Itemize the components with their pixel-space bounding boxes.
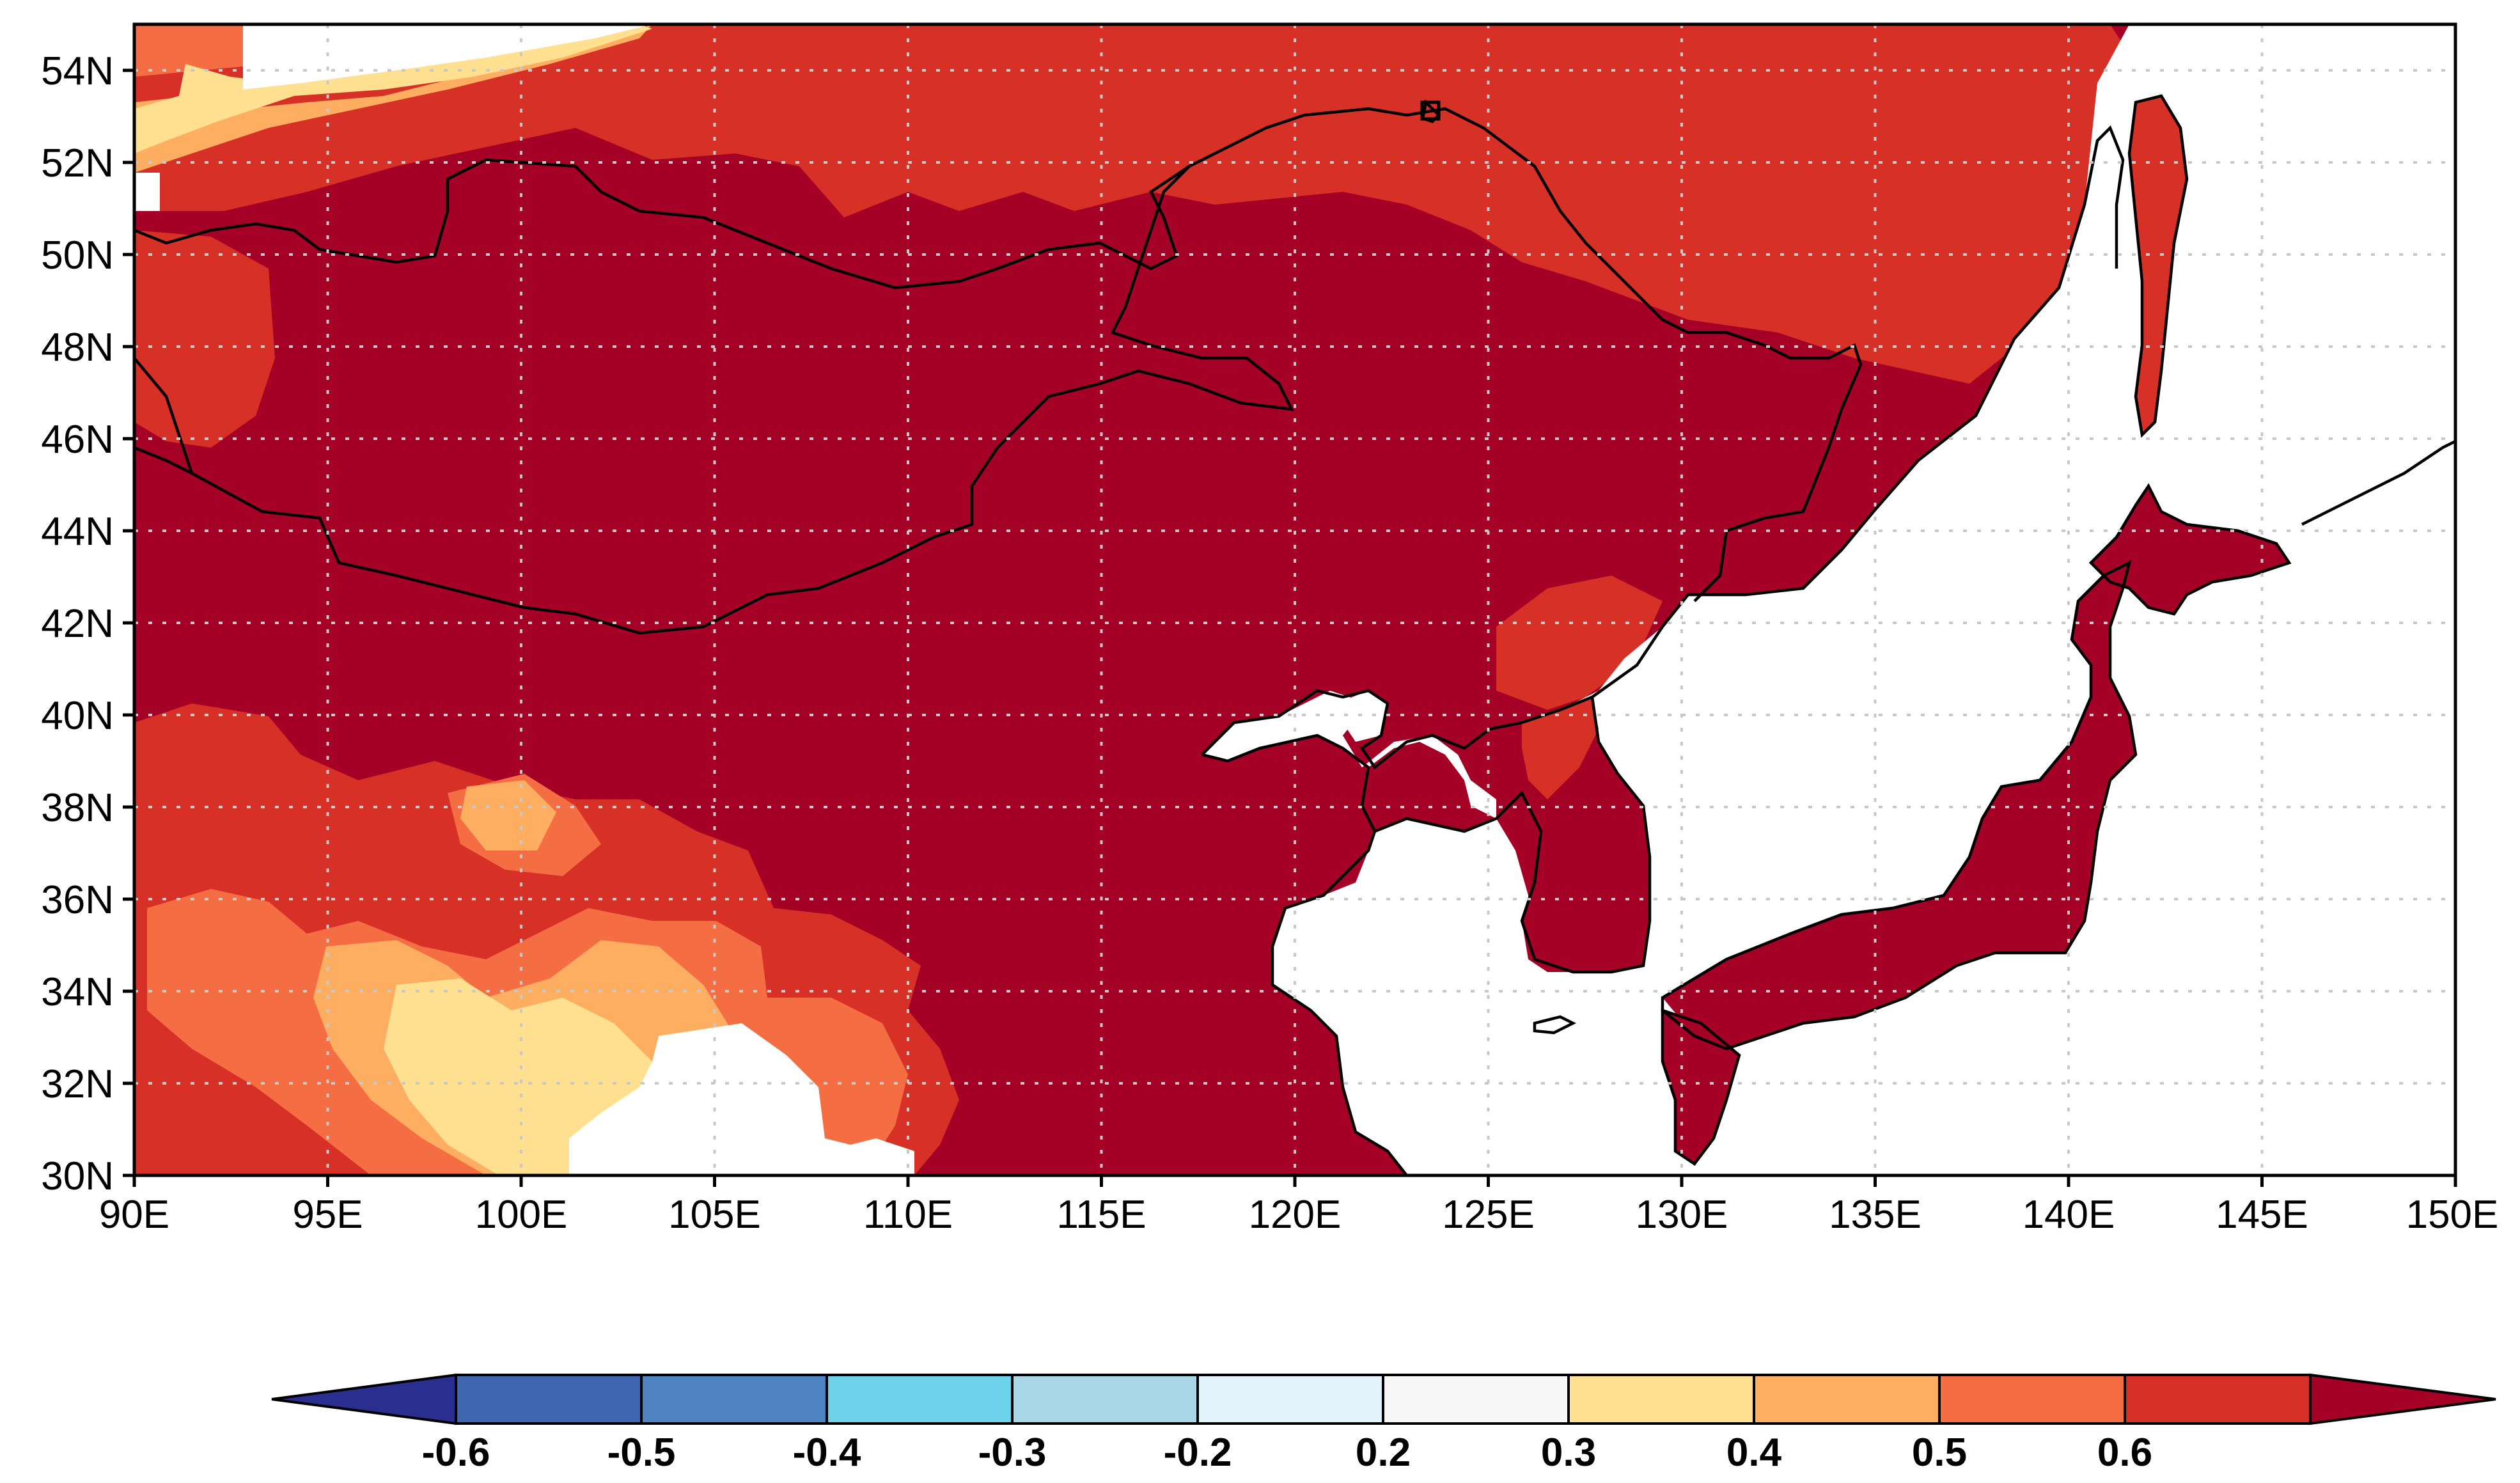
y-tick-label: 46N <box>41 418 114 462</box>
x-tick-label: 105E <box>668 1193 761 1237</box>
y-tick-label: 34N <box>41 970 114 1014</box>
colorbar-label: 0.2 <box>1356 1431 1411 1475</box>
colorbar-over-triangle <box>2309 1373 2496 1425</box>
fill-northwest-light <box>134 24 652 173</box>
y-tick-label: 50N <box>41 233 114 278</box>
colorbar-label: 0.4 <box>1726 1431 1782 1475</box>
y-tick-label: 42N <box>41 602 114 646</box>
x-tick-label: 90E <box>99 1193 169 1237</box>
fill-manchuria-band <box>1496 576 1663 710</box>
y-tick-label: 54N <box>41 49 114 93</box>
nodata-northwest-corner <box>134 173 160 211</box>
land-hokkaido <box>2091 486 2289 614</box>
land-sakhalin <box>2129 96 2187 435</box>
map-panel <box>134 24 2455 1175</box>
x-tick-label: 120E <box>1249 1193 1342 1237</box>
y-tick-label: 30N <box>41 1154 114 1198</box>
coastlines <box>1201 94 2455 1175</box>
land-korea-band <box>1522 697 1599 799</box>
colorbar: -0.6 -0.5 -0.4 -0.3 -0.2 0.2 0.3 0.4 0.5… <box>271 1373 2496 1475</box>
colorbar-segment <box>826 1374 1013 1425</box>
x-tick-label: 130E <box>1636 1193 1728 1237</box>
y-tick-label: 32N <box>41 1062 114 1106</box>
colorbar-segment <box>1567 1374 1755 1425</box>
colorbar-label: -0.5 <box>607 1431 676 1475</box>
y-tick-label: 40N <box>41 694 114 738</box>
colorbar-segment <box>1011 1374 1199 1425</box>
nodata-northwest-strip <box>243 24 652 90</box>
x-tick-label: 100E <box>475 1193 568 1237</box>
axis-ticks <box>123 68 2457 1187</box>
colorbar-label: 0.6 <box>2097 1431 2152 1475</box>
y-tick-label: 44N <box>41 510 114 554</box>
fill-northwest-pale <box>134 24 652 153</box>
colorbar-label: -0.3 <box>978 1431 1047 1475</box>
x-tick-label: 145E <box>2216 1193 2308 1237</box>
colorbar-segment <box>455 1374 643 1425</box>
colorbar-segment <box>1753 1374 1941 1425</box>
x-tick-label: 125E <box>1442 1193 1535 1237</box>
fill-ordos-light <box>460 780 556 851</box>
y-tick-label: 52N <box>41 141 114 185</box>
land-honshu <box>1663 563 2136 1049</box>
colorbar-under-triangle <box>271 1373 457 1425</box>
graticule <box>134 24 2455 1175</box>
colorbar-segment <box>1382 1374 1570 1425</box>
x-tick-label: 115E <box>1056 1193 1146 1237</box>
colorbar-label: -0.2 <box>1164 1431 1232 1475</box>
fill-west-band <box>134 230 275 448</box>
colorbar-segment <box>2124 1374 2312 1425</box>
x-tick-label: 135E <box>1829 1193 1921 1237</box>
colorbar-label: -0.4 <box>793 1431 861 1475</box>
x-tick-label: 95E <box>292 1193 363 1237</box>
station-marker <box>1420 100 1441 121</box>
colorbar-label: 0.3 <box>1541 1431 1596 1475</box>
x-tick-label: 140E <box>2023 1193 2115 1237</box>
colorbar-segment <box>640 1374 828 1425</box>
colorbar-label: -0.6 <box>422 1431 490 1475</box>
y-tick-label: 36N <box>41 878 114 922</box>
colorbar-label: 0.5 <box>1912 1431 1967 1475</box>
colorbar-segment <box>1196 1374 1384 1425</box>
x-tick-label: 110E <box>863 1193 953 1237</box>
x-tick-label: 150E <box>2406 1193 2499 1237</box>
y-axis-labels: 30N 32N 34N 36N 38N 40N 42N 44N 46N 48N … <box>41 49 114 1198</box>
y-tick-label: 48N <box>41 326 114 370</box>
y-tick-label: 38N <box>41 786 114 830</box>
nodata-south-patch <box>569 1023 914 1175</box>
x-axis-labels: 90E 95E 100E 105E 110E 115E 120E 125E 13… <box>99 1193 2499 1237</box>
colorbar-segment <box>1938 1374 2126 1425</box>
